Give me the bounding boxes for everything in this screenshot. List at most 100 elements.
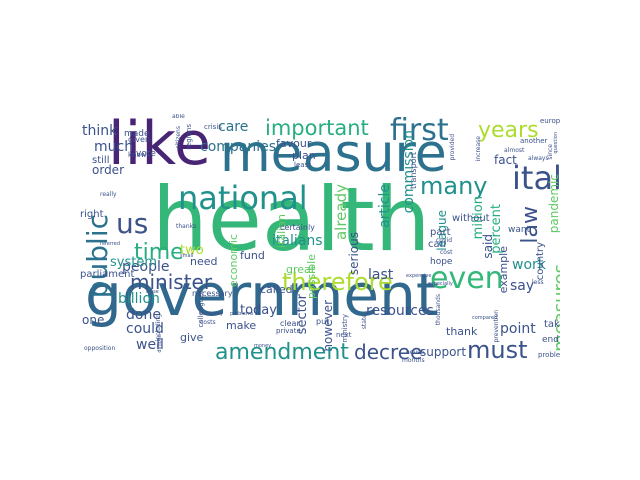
word-another: another bbox=[520, 137, 548, 145]
word-necessary: necessary bbox=[192, 289, 233, 298]
word-article: article bbox=[377, 184, 393, 228]
word-regions: regions bbox=[185, 124, 193, 150]
word-great: great bbox=[286, 263, 316, 276]
word-put: put bbox=[316, 317, 330, 326]
word-economic: economic bbox=[227, 234, 240, 288]
word-need: need bbox=[190, 255, 218, 268]
word-covid: covid bbox=[436, 237, 452, 244]
word-think: think bbox=[82, 123, 118, 139]
word-italy: italy bbox=[512, 159, 560, 197]
word-right: right bbox=[80, 209, 104, 220]
word-decree: decree bbox=[354, 340, 423, 364]
word-national: national bbox=[178, 179, 308, 217]
word-two: two bbox=[180, 243, 204, 258]
word-well: well bbox=[136, 337, 164, 353]
word-next: next bbox=[336, 331, 352, 339]
word-companies: companies bbox=[200, 139, 277, 155]
word-people: people bbox=[122, 259, 170, 275]
word-government: government bbox=[85, 261, 439, 329]
word-point: point bbox=[500, 321, 536, 337]
word-one: one bbox=[82, 313, 105, 327]
word-certainly: certainly bbox=[280, 223, 315, 232]
word-support: support bbox=[420, 345, 467, 359]
word-small: small bbox=[180, 253, 194, 259]
word-crisis: crisis bbox=[204, 123, 222, 131]
word-able: able bbox=[172, 114, 185, 120]
word-problem: problem bbox=[538, 351, 560, 359]
word-health: health bbox=[152, 168, 431, 271]
word-make: make bbox=[226, 319, 257, 332]
word-always: always bbox=[528, 155, 549, 162]
word-almost: almost bbox=[504, 147, 525, 154]
word-serious: serious bbox=[347, 232, 361, 276]
word-country: country bbox=[535, 242, 546, 281]
word-called: called bbox=[260, 283, 293, 296]
word-amendment: amendment bbox=[215, 340, 349, 365]
word-company: company bbox=[200, 311, 224, 317]
word-least: least bbox=[294, 161, 311, 169]
word-much: much bbox=[94, 139, 134, 155]
word-cost: cost bbox=[440, 249, 453, 256]
word-private: private bbox=[276, 327, 301, 335]
word-fact: fact bbox=[494, 153, 517, 167]
word-pandemic: pandemic bbox=[547, 174, 560, 234]
word-provided: provided bbox=[449, 134, 456, 161]
word-must: must bbox=[467, 336, 528, 364]
word-money: money bbox=[254, 343, 272, 349]
word-thank: thank bbox=[446, 325, 478, 338]
word-like: like bbox=[108, 114, 211, 179]
word-plan: plan bbox=[292, 149, 316, 162]
word-months: months bbox=[402, 357, 425, 364]
word-resources: resources bbox=[366, 303, 434, 319]
word-could: could bbox=[126, 321, 164, 337]
word-billion: billion bbox=[118, 291, 160, 307]
word-years: years bbox=[478, 118, 539, 143]
word-expensive: expensive bbox=[406, 273, 432, 279]
word-can: can bbox=[428, 239, 446, 250]
word-compared: compared bbox=[472, 315, 498, 321]
word-really: really bbox=[100, 191, 117, 198]
word-minister: minister bbox=[130, 270, 213, 294]
word-important: important bbox=[265, 116, 369, 140]
word-know: know bbox=[128, 151, 147, 159]
word-done: done bbox=[126, 307, 161, 323]
word-transport: transport bbox=[409, 152, 418, 189]
word-italians: italians bbox=[272, 233, 323, 249]
word-question: question bbox=[553, 132, 559, 154]
word-possible: possible bbox=[305, 254, 318, 300]
word-want: want bbox=[508, 225, 531, 235]
word-last: last bbox=[368, 267, 394, 283]
word-therefore: therefore bbox=[282, 268, 393, 296]
word-first: first bbox=[390, 114, 449, 148]
word-cloud: government health measure like national first… bbox=[80, 114, 560, 368]
word-say: say bbox=[510, 278, 535, 294]
word-fund: fund bbox=[240, 249, 265, 262]
word-example: example bbox=[497, 246, 510, 294]
word-still: still bbox=[92, 155, 110, 166]
word-given: given bbox=[128, 135, 151, 144]
word-european: european bbox=[540, 117, 560, 125]
word-even: even bbox=[430, 261, 504, 296]
word-care: care bbox=[218, 119, 249, 135]
word-vote: vote bbox=[136, 149, 156, 159]
word-opposition: opposition bbox=[84, 345, 116, 352]
word-give: give bbox=[180, 331, 204, 344]
word-referred: referred bbox=[100, 241, 121, 247]
word-clear: clear bbox=[280, 319, 300, 328]
word-parliament: parliament bbox=[80, 269, 135, 280]
word-increase: increase bbox=[475, 136, 482, 162]
word-many: many bbox=[420, 172, 488, 200]
word-system: system bbox=[110, 255, 157, 270]
word-said: said bbox=[481, 234, 495, 259]
word-thousands: thousands bbox=[435, 294, 442, 326]
word-work: work bbox=[512, 257, 546, 273]
word-close: close bbox=[146, 289, 159, 295]
word-costs: costs bbox=[200, 319, 216, 326]
word-us: us bbox=[116, 207, 149, 240]
word-today: today bbox=[240, 303, 277, 318]
word-end: end bbox=[542, 335, 559, 345]
word-difficult: difficult bbox=[157, 334, 163, 353]
word-less: less bbox=[532, 279, 544, 286]
